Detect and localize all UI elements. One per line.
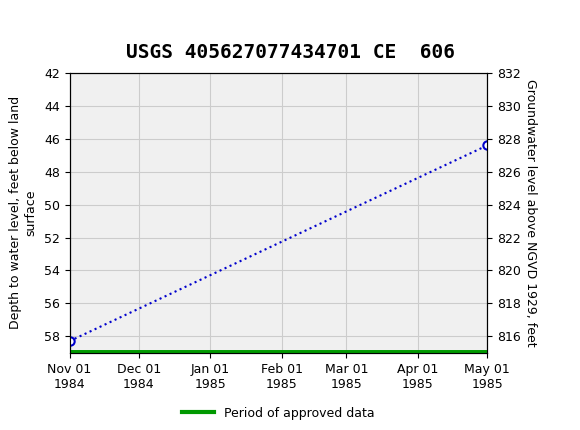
Text: ╳USGS: ╳USGS xyxy=(12,13,78,39)
Legend: Period of approved data: Period of approved data xyxy=(177,402,379,424)
Y-axis label: Depth to water level, feet below land
surface: Depth to water level, feet below land su… xyxy=(9,96,37,329)
Y-axis label: Groundwater level above NGVD 1929, feet: Groundwater level above NGVD 1929, feet xyxy=(524,79,538,347)
Text: USGS 405627077434701 CE  606: USGS 405627077434701 CE 606 xyxy=(125,43,455,62)
